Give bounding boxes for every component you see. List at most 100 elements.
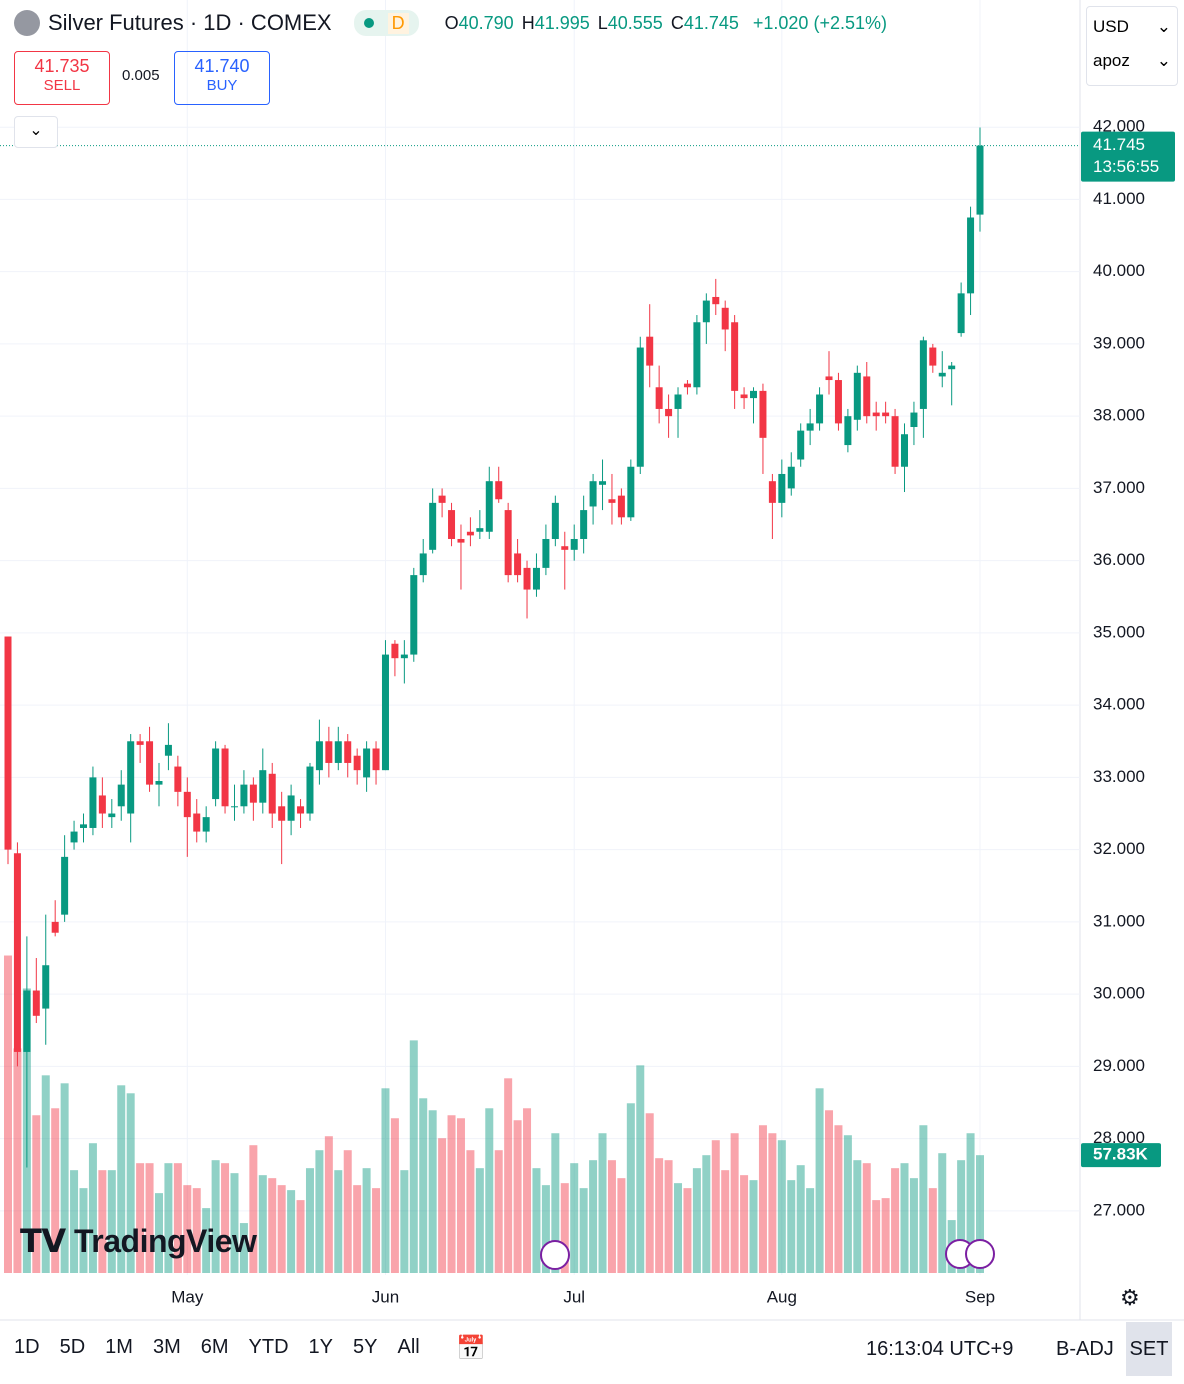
volume-bar	[692, 1168, 701, 1273]
unit-selector[interactable]: USD ⌄ apoz ⌄	[1086, 6, 1178, 86]
candle-body	[740, 394, 748, 399]
candle-body	[495, 481, 503, 500]
volume-bar	[796, 1165, 805, 1273]
candle-body	[70, 831, 78, 843]
ohlc-key: C	[670, 12, 684, 33]
range-button[interactable]: 5Y	[353, 1336, 378, 1358]
y-tick-label: 33.000	[1093, 767, 1145, 786]
candle-body	[589, 481, 597, 507]
adjust-button[interactable]: B-ADJ	[1056, 1338, 1114, 1360]
candle-body	[23, 990, 31, 1052]
y-tick-label: 29.000	[1093, 1056, 1145, 1075]
volume-bar	[390, 1118, 399, 1273]
volume-bar	[636, 1065, 645, 1273]
symbol-title[interactable]: Silver Futures · 1D · COMEX	[48, 10, 332, 35]
candle-body	[344, 741, 352, 763]
buy-button[interactable]: 41.740 BUY	[174, 51, 270, 105]
candle-body	[429, 502, 437, 550]
candle-body	[13, 853, 21, 1052]
candle-body	[372, 748, 380, 771]
volume-bar	[287, 1190, 296, 1273]
volume-bar	[551, 1133, 560, 1273]
range-button[interactable]: 5D	[59, 1336, 86, 1358]
y-tick-label: 35.000	[1093, 622, 1145, 641]
volume-bar	[900, 1163, 909, 1273]
candle-body	[174, 766, 182, 792]
volume-bar	[919, 1125, 928, 1273]
volume-bar	[334, 1170, 343, 1273]
range-button[interactable]: 1M	[105, 1336, 133, 1358]
volume-bar	[456, 1118, 465, 1273]
volume-bar	[787, 1180, 796, 1273]
session-button[interactable]: SET	[1126, 1322, 1172, 1376]
volume-bar	[504, 1078, 513, 1273]
candle-body	[787, 466, 795, 489]
x-tick-label: May	[171, 1287, 204, 1306]
candle-body	[655, 387, 663, 409]
y-tick-label: 32.000	[1093, 839, 1145, 858]
candle-body	[98, 795, 106, 814]
volume-bar	[268, 1178, 277, 1273]
candle-body	[4, 636, 12, 850]
volume-bar	[419, 1098, 428, 1273]
clock: 16:13:04 UTC+9	[866, 1338, 1014, 1360]
volume-bar	[183, 1185, 192, 1273]
y-tick-label: 41.000	[1093, 189, 1145, 208]
candle-body	[561, 546, 569, 550]
settings-icon[interactable]: ⚙	[1120, 1285, 1140, 1310]
volume-label-bg	[1081, 1143, 1161, 1168]
candle-body	[599, 481, 607, 485]
volume-bar	[843, 1135, 852, 1273]
volume-bar	[740, 1175, 749, 1273]
candle-body	[306, 766, 314, 814]
y-tick-label: 31.000	[1093, 911, 1145, 930]
range-button[interactable]: YTD	[248, 1336, 289, 1358]
volume-bar	[721, 1170, 730, 1273]
status-badge[interactable]: D	[353, 10, 419, 36]
candle-body	[334, 741, 342, 763]
candle-body	[127, 741, 135, 814]
candle-body	[183, 791, 191, 818]
ohlc-values: O40.790 H41.995 L40.555 C41.745	[445, 13, 747, 34]
candle-body	[901, 434, 909, 467]
volume-bar	[400, 1170, 409, 1273]
volume-bar	[107, 1170, 116, 1273]
volume-bar	[353, 1185, 362, 1273]
sell-button[interactable]: 41.735 SELL	[14, 51, 110, 105]
event-icon	[965, 1239, 995, 1269]
volume-bar	[532, 1168, 541, 1273]
candle-body	[570, 538, 578, 550]
volume-bar	[362, 1168, 371, 1273]
range-button[interactable]: 3M	[152, 1336, 181, 1358]
candle-body	[410, 575, 418, 655]
volume-bar	[277, 1185, 286, 1273]
candle-body	[532, 567, 540, 590]
candle-body	[872, 412, 880, 417]
range-button[interactable]: 1D	[14, 1336, 40, 1358]
volume-bar	[872, 1200, 881, 1273]
candle-body	[759, 390, 767, 438]
volume-bar	[258, 1175, 267, 1273]
candle-body	[353, 755, 361, 771]
volume-bar	[777, 1140, 786, 1273]
range-button[interactable]: 1Y	[308, 1336, 334, 1358]
candle-body	[249, 784, 257, 803]
range-button[interactable]: All	[397, 1336, 420, 1358]
candle-body	[278, 806, 286, 821]
candle-body	[882, 412, 890, 417]
volume-bar	[570, 1163, 579, 1273]
volume-bar	[655, 1158, 664, 1273]
candle-body	[42, 965, 50, 1009]
candle-body	[61, 856, 69, 915]
range-button[interactable]: 6M	[200, 1336, 229, 1358]
sell-price: 41.735	[34, 56, 90, 76]
candle-body	[636, 347, 644, 467]
date-range-icon[interactable]: 📅	[456, 1335, 486, 1362]
volume-bar	[957, 1160, 966, 1273]
volume-bar	[711, 1140, 720, 1273]
volume-bar	[475, 1168, 484, 1273]
volume-bar	[966, 1133, 975, 1273]
collapse-button[interactable]: ⌄	[14, 116, 58, 148]
volume-bar	[853, 1160, 862, 1273]
candle-body	[259, 770, 267, 803]
